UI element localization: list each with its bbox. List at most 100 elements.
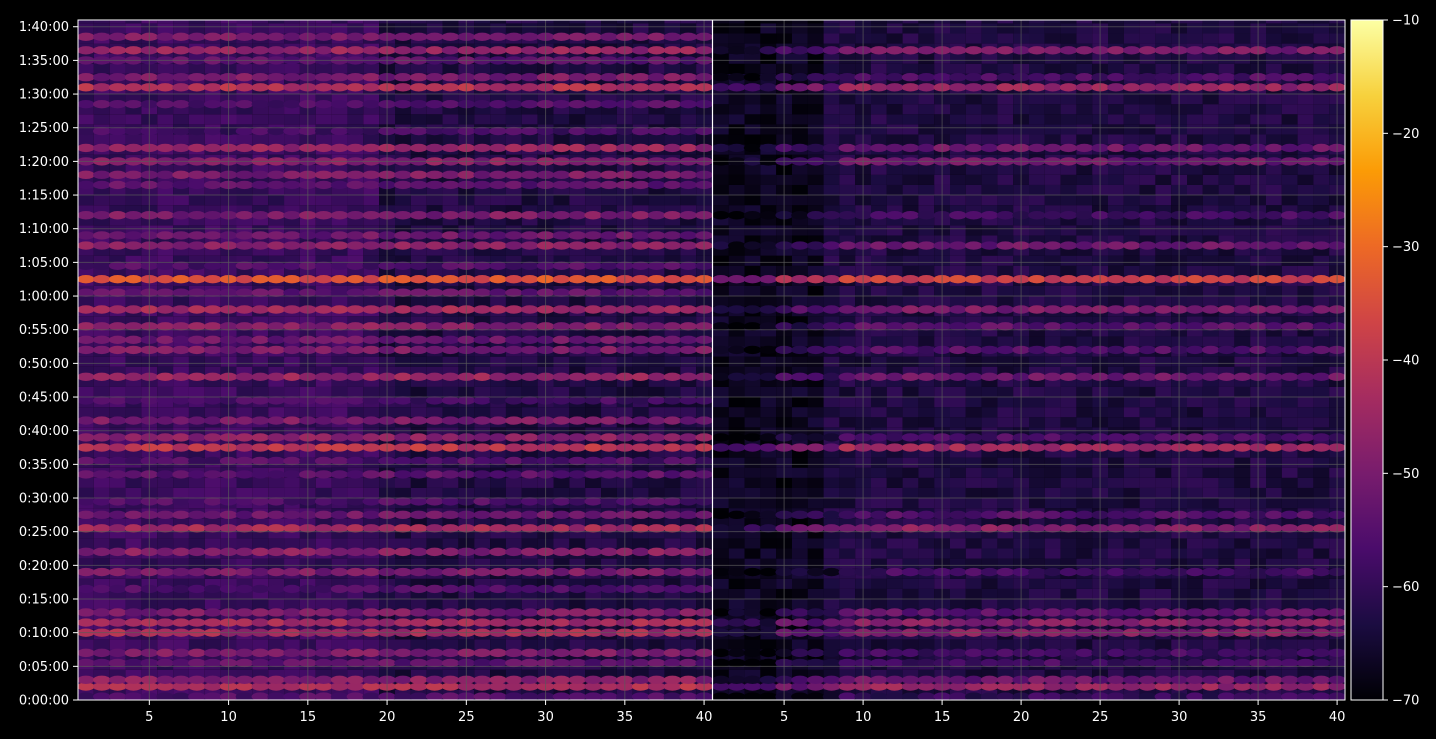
heatmap-cell	[631, 288, 650, 297]
heatmap-cell-background	[93, 63, 110, 74]
heatmap-cell	[172, 275, 190, 284]
heatmap-cell-background	[173, 245, 189, 256]
heatmap-cell-background	[204, 427, 221, 438]
heatmap-cell	[521, 261, 539, 270]
heatmap-cell-background	[157, 437, 174, 448]
heatmap-cell-background	[744, 376, 761, 387]
heatmap-cell-background	[744, 205, 761, 216]
heatmap-cell-background	[173, 407, 189, 418]
heatmap-cell	[552, 658, 571, 668]
heatmap-cell	[600, 470, 618, 479]
heatmap-cell	[204, 241, 222, 250]
heatmap-cell-background	[410, 134, 427, 145]
heatmap-cell-background	[728, 487, 745, 499]
heatmap-cell-background	[807, 316, 824, 327]
heatmap-cell	[314, 692, 333, 700]
heatmap-cell-background	[395, 255, 411, 266]
heatmap-cell-background	[173, 599, 189, 610]
heatmap-cell	[631, 345, 650, 355]
heatmap-cell-background	[236, 296, 253, 307]
heatmap-cell-background	[792, 366, 808, 377]
heatmap-cell	[759, 567, 777, 577]
heatmap-cell	[235, 416, 254, 425]
heatmap-cell	[728, 648, 746, 658]
heatmap-cell	[172, 143, 190, 153]
heatmap-cell	[394, 275, 412, 284]
heatmap-cell-background	[521, 20, 538, 24]
heatmap-cell-background	[490, 578, 506, 589]
heatmap-cell-background	[252, 326, 269, 337]
heatmap-cell-background	[490, 215, 506, 226]
heatmap-cell	[410, 567, 428, 577]
heatmap-cell	[631, 456, 650, 466]
heatmap-cell	[568, 46, 586, 55]
heatmap-cell	[172, 524, 190, 533]
heatmap-cell	[93, 231, 111, 240]
heatmap-cell	[267, 433, 285, 442]
heatmap-cell-background	[760, 94, 777, 105]
heatmap-cell-background	[268, 205, 285, 216]
heatmap-cell	[521, 682, 539, 691]
heatmap-cell	[267, 32, 285, 42]
heatmap-cell-background	[553, 235, 570, 246]
heatmap-cell	[235, 261, 254, 270]
heatmap-cell	[108, 46, 127, 55]
heatmap-cell-background	[680, 164, 697, 175]
heatmap-cell-background	[585, 225, 602, 236]
heatmap-cell	[568, 73, 586, 82]
heatmap-cell-background	[474, 184, 491, 196]
heatmap-cell	[441, 261, 460, 270]
heatmap-cell-background	[363, 114, 380, 125]
heatmap-cell	[283, 345, 301, 355]
heatmap-cell	[78, 524, 95, 533]
heatmap-cell-background	[78, 639, 94, 650]
heatmap-cell	[124, 275, 143, 284]
heatmap-cell-background	[521, 639, 538, 650]
heatmap-cell-background	[760, 255, 777, 266]
heatmap-cell	[362, 99, 380, 109]
heatmap-cell	[521, 618, 539, 627]
heatmap-cell-background	[728, 20, 745, 24]
heatmap-cell-background	[474, 205, 491, 216]
heatmap-cell-background	[569, 195, 586, 206]
heatmap-cell	[441, 83, 460, 92]
heatmap-cell-background	[93, 316, 110, 327]
heatmap-cell-background	[157, 184, 174, 196]
heatmap-cell-background	[236, 356, 253, 367]
heatmap-cell	[314, 99, 333, 109]
heatmap-cell	[425, 345, 444, 355]
heatmap-cell	[663, 547, 682, 557]
heatmap-cell-background	[632, 114, 649, 125]
heatmap-cell	[394, 99, 412, 109]
heatmap-cell-background	[78, 184, 94, 196]
heatmap-cell	[631, 692, 650, 700]
heatmap-cell	[124, 497, 143, 506]
heatmap-cell-background	[553, 639, 570, 650]
heatmap-cell	[425, 692, 444, 700]
heatmap-cell	[235, 497, 254, 506]
heatmap-cell-background	[569, 94, 586, 105]
heatmap-cell-background	[632, 255, 649, 266]
heatmap-cell	[631, 83, 650, 92]
heatmap-cell-background	[713, 23, 729, 34]
heatmap-cell-background	[807, 386, 824, 398]
heatmap-cell-background	[585, 386, 602, 398]
heatmap-cell	[441, 372, 460, 382]
heatmap-cell	[600, 288, 618, 297]
heatmap-cell	[188, 288, 206, 297]
heatmap-cell-background	[93, 23, 110, 34]
heatmap-cell-background	[331, 184, 348, 196]
heatmap-cell-background	[474, 235, 491, 246]
heatmap-cell-background	[680, 20, 697, 24]
heatmap-cell-background	[505, 265, 522, 276]
heatmap-cell-background	[331, 20, 348, 24]
heatmap-cell-background	[125, 386, 142, 398]
heatmap-cell	[584, 443, 602, 452]
heatmap-cell-background	[204, 114, 221, 125]
heatmap-cell	[108, 497, 127, 506]
heatmap-cell-background	[713, 63, 729, 74]
heatmap-cell	[283, 510, 301, 520]
heatmap-cell-background	[553, 164, 570, 175]
heatmap-cell	[584, 170, 602, 180]
heatmap-cell-background	[236, 366, 253, 377]
